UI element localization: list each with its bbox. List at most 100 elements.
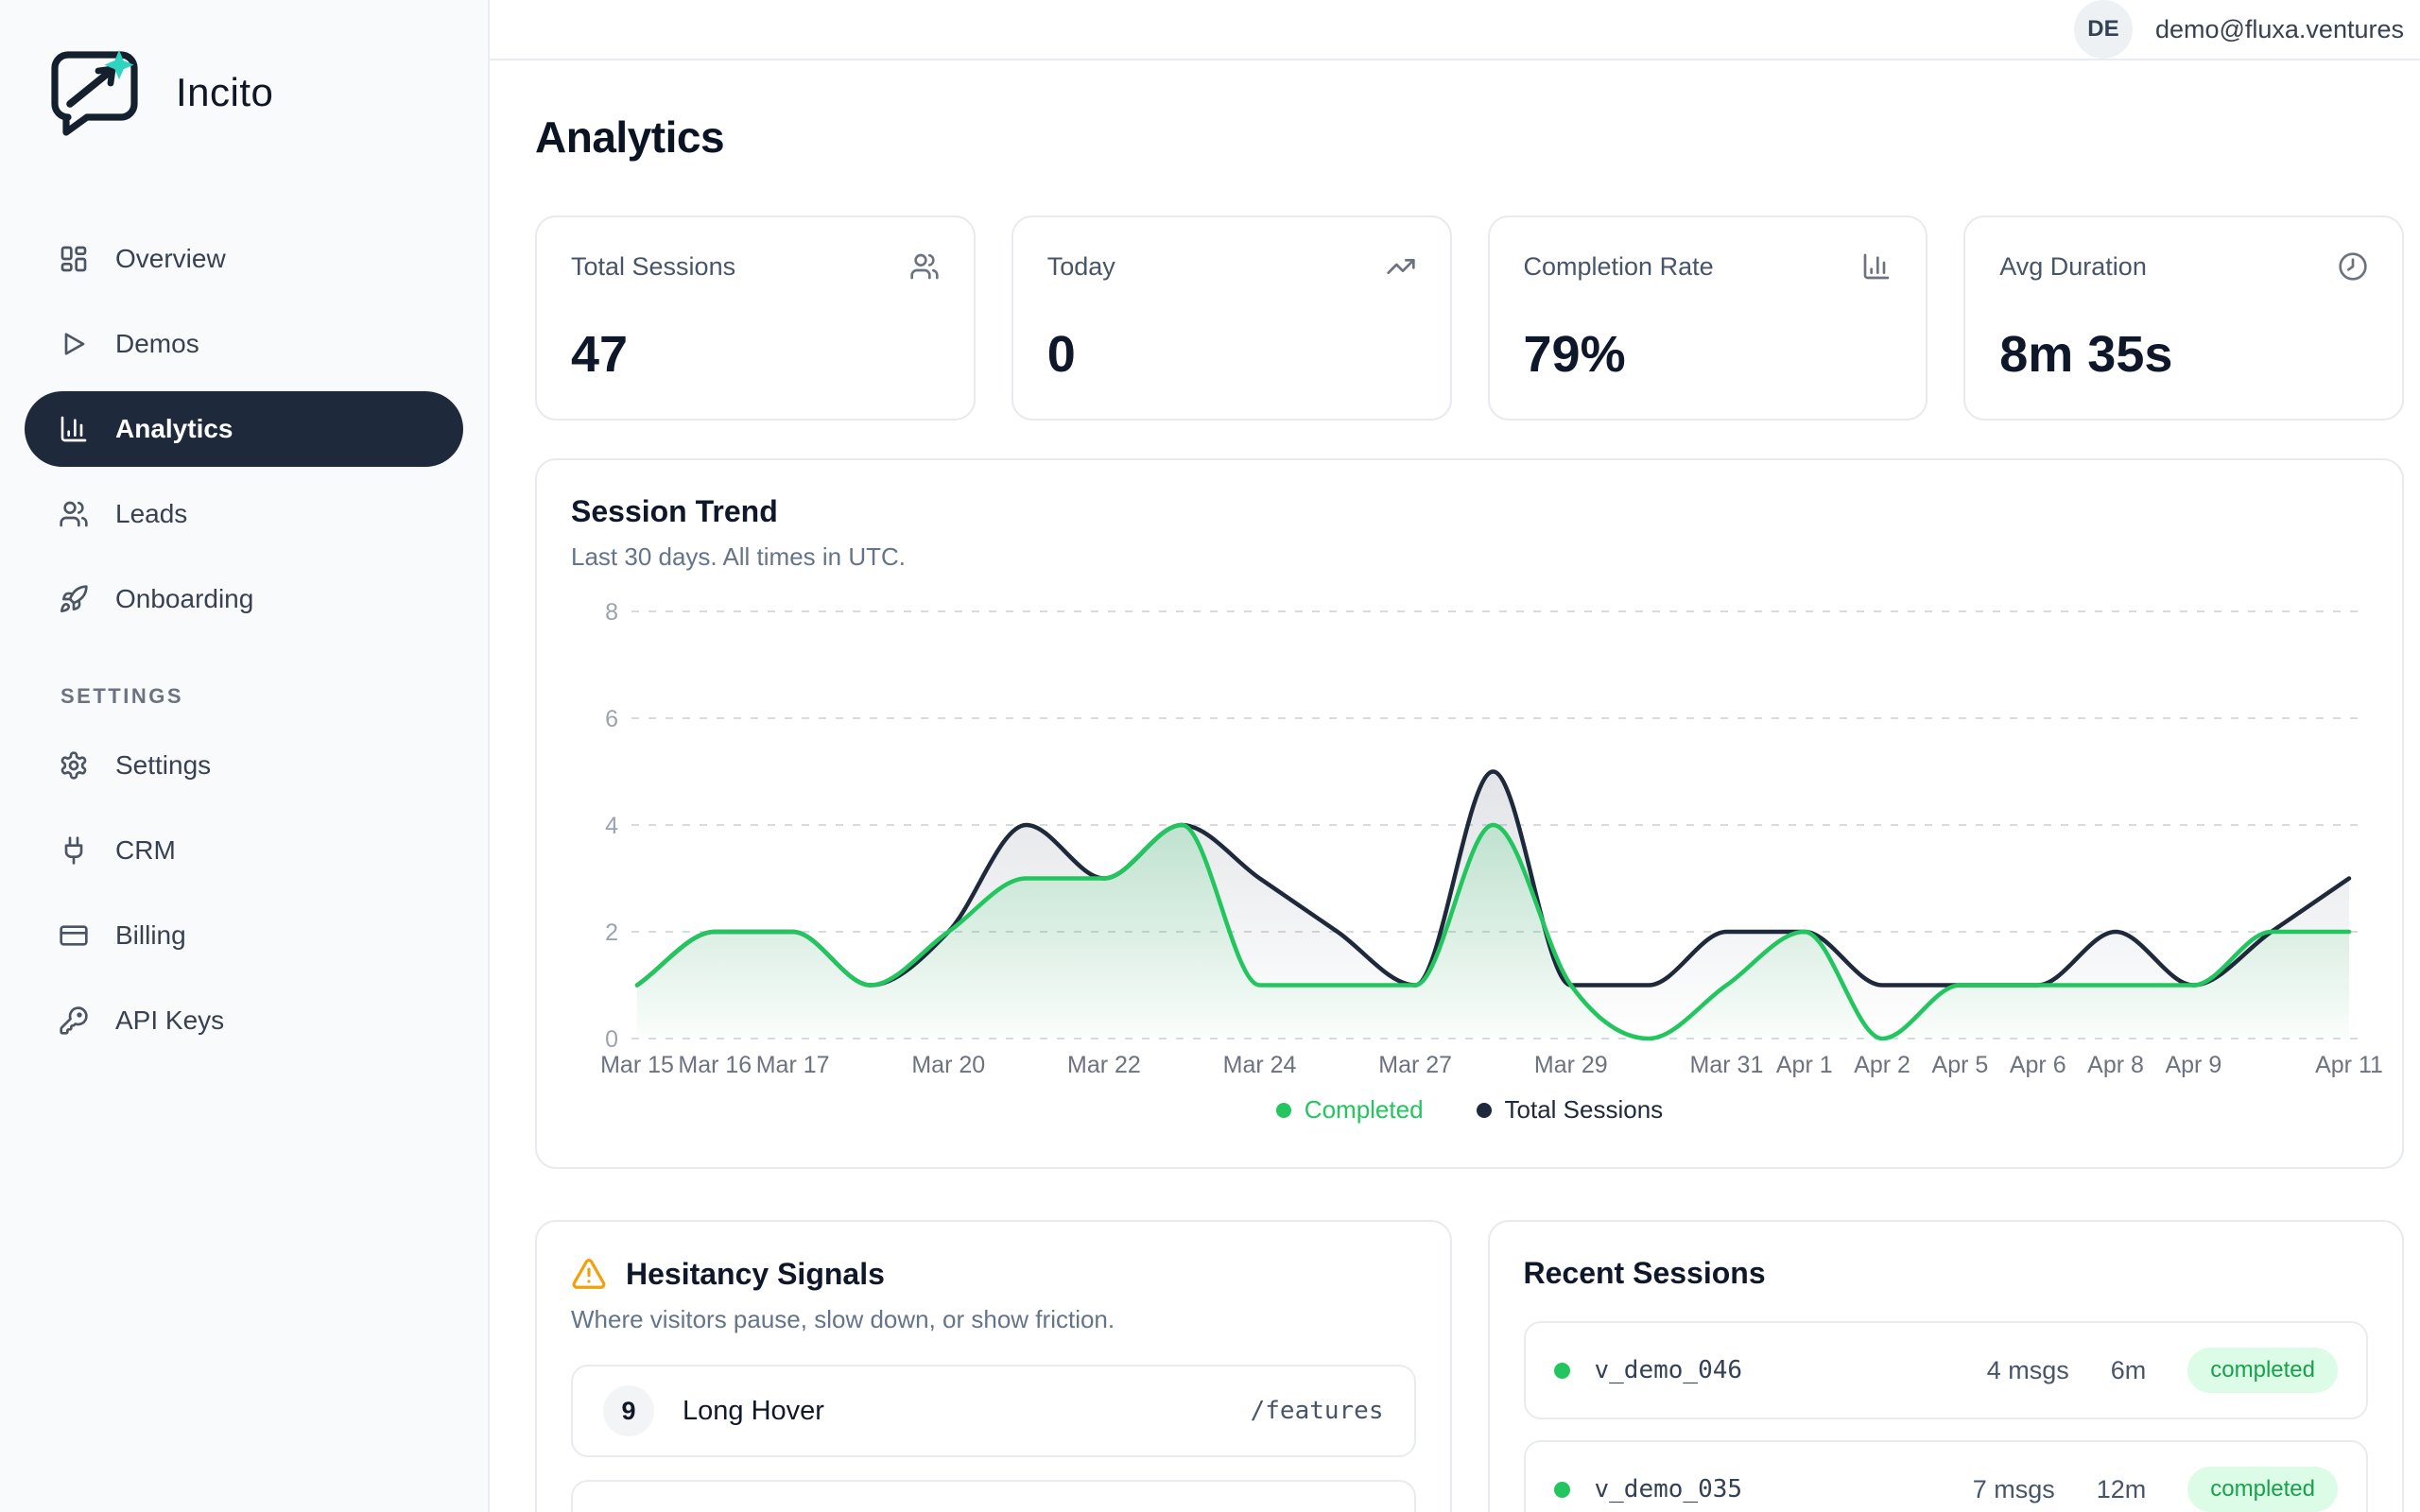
clock-icon <box>2339 252 2367 281</box>
svg-text:Mar 22: Mar 22 <box>1067 1052 1141 1078</box>
sidebar-item-billing[interactable]: Billing <box>25 898 463 973</box>
stat-card-total-sessions: Total Sessions 47 <box>535 215 976 421</box>
svg-text:Mar 29: Mar 29 <box>1534 1052 1608 1078</box>
sidebar-item-onboarding[interactable]: Onboarding <box>25 561 463 637</box>
session-trend-chart: 0 2 4 6 8 Mar 15 Mar 16 Mar 17 Mar 20 Mar 22 Mar 2… <box>600 599 2383 1078</box>
session-trend-card: Session Trend Last 30 days. All times in… <box>535 458 2404 1169</box>
svg-text:4: 4 <box>605 813 618 839</box>
sidebar-item-overview[interactable]: Overview <box>25 221 463 297</box>
sidebar-item-label: Settings <box>115 750 212 780</box>
sidebar: Incito Overview Demos Analytics Leads On… <box>0 0 490 1512</box>
key-icon <box>60 1006 88 1035</box>
hesitancy-title: Hesitancy Signals <box>626 1256 885 1291</box>
legend-label: Completed <box>1304 1095 1424 1124</box>
sidebar-item-label: Overview <box>115 244 226 273</box>
status-badge: completed <box>2187 1467 2338 1512</box>
chart-title: Session Trend <box>571 494 778 528</box>
sidebar-item-analytics[interactable]: Analytics <box>25 391 463 467</box>
session-duration: 12m <box>2096 1474 2147 1503</box>
hesitancy-signals-card: Hesitancy Signals Where visitors pause, … <box>535 1220 1452 1512</box>
svg-text:Mar 24: Mar 24 <box>1223 1052 1297 1078</box>
completed-dot-icon <box>1275 1102 1291 1118</box>
svg-text:Mar 15: Mar 15 <box>600 1052 674 1078</box>
svg-text:Apr 9: Apr 9 <box>2165 1052 2221 1078</box>
page-title: Analytics <box>535 112 725 162</box>
trending-up-icon <box>1386 259 1415 274</box>
sidebar-nav: Overview Demos Analytics Leads Onboardin… <box>25 221 463 637</box>
svg-text:0: 0 <box>605 1026 618 1053</box>
sidebar-item-demos[interactable]: Demos <box>25 306 463 382</box>
stat-card-completion-rate: Completion Rate 79% <box>1487 215 1928 421</box>
sidebar-item-leads[interactable]: Leads <box>25 476 463 552</box>
stats-row: Total Sessions 47 Today 0 Completion Rat… <box>535 215 2404 421</box>
session-row[interactable]: v_demo_046 4 msgs 6m completed <box>1523 1321 2368 1419</box>
session-id: v_demo_046 <box>1594 1356 1743 1384</box>
stat-value: 79% <box>1523 326 1626 383</box>
status-badge: completed <box>2187 1348 2338 1393</box>
legend-item-total-sessions: Total Sessions <box>1476 1095 1664 1125</box>
brand-logo[interactable]: Incito <box>43 47 463 138</box>
session-list: v_demo_046 4 msgs 6m completed v_demo_03… <box>1523 1321 2368 1512</box>
svg-text:Mar 17: Mar 17 <box>756 1052 830 1078</box>
svg-text:8: 8 <box>605 599 618 626</box>
svg-text:Mar 31: Mar 31 <box>1690 1052 1764 1078</box>
legend-item-completed: Completed <box>1275 1095 1424 1125</box>
session-messages: 7 msgs <box>1972 1474 2055 1503</box>
plug-icon <box>64 836 83 865</box>
sidebar-item-crm[interactable]: CRM <box>25 813 463 888</box>
stat-card-today: Today 0 <box>1011 215 1452 421</box>
svg-text:Apr 8: Apr 8 <box>2087 1052 2144 1078</box>
svg-text:2: 2 <box>605 919 618 946</box>
stat-card-avg-duration: Avg Duration 8m 35s <box>1963 215 2404 421</box>
users-icon <box>910 253 939 280</box>
sidebar-item-label: Demos <box>115 329 199 358</box>
content: Analytics Total Sessions 47 Today 0 <box>490 60 2420 1512</box>
svg-text:Apr 6: Apr 6 <box>2010 1052 2066 1078</box>
legend-label: Total Sessions <box>1504 1095 1664 1124</box>
signal-count-badge: 9 <box>603 1385 654 1436</box>
rocket-icon <box>60 585 88 612</box>
sidebar-item-label: Billing <box>115 920 186 950</box>
signal-row-long-hover[interactable]: 9 Long Hover /features <box>571 1365 1416 1457</box>
svg-text:Apr 5: Apr 5 <box>1932 1052 1989 1078</box>
sidebar-item-label: CRM <box>115 835 176 865</box>
sidebar-item-settings[interactable]: Settings <box>25 728 463 803</box>
user-menu[interactable]: DE demo@fluxa.ventures <box>2073 0 2404 59</box>
chart-subtitle: Last 30 days. All times in UTC. <box>571 542 907 571</box>
session-duration: 6m <box>2110 1355 2147 1384</box>
stat-label: Today <box>1046 251 1115 281</box>
svg-text:Apr 2: Apr 2 <box>1854 1052 1910 1078</box>
brand-name: Incito <box>176 70 274 114</box>
avatar[interactable]: DE <box>2073 0 2133 59</box>
signal-label: Long Hover <box>683 1395 824 1426</box>
signal-row-partial[interactable] <box>571 1480 1416 1512</box>
session-row[interactable]: v_demo_035 7 msgs 12m completed <box>1523 1440 2368 1512</box>
bottom-row: Hesitancy Signals Where visitors pause, … <box>535 1220 2404 1512</box>
sidebar-settings-nav: Settings CRM Billing API Keys <box>25 728 463 1058</box>
sidebar-item-label: Onboarding <box>115 584 254 613</box>
settings-section-label: SETTINGS <box>60 684 184 708</box>
sidebar-item-api-keys[interactable]: API Keys <box>25 983 463 1058</box>
stat-value: 0 <box>1046 326 1076 383</box>
status-dot-icon <box>1553 1481 1570 1498</box>
stat-label: Completion Rate <box>1523 251 1714 281</box>
gear-icon <box>60 751 87 780</box>
chart-legend: Completed Total Sessions <box>571 1095 2368 1125</box>
svg-text:Apr 11: Apr 11 <box>2315 1052 2383 1078</box>
sidebar-item-label: Analytics <box>115 414 233 443</box>
status-dot-icon <box>1553 1362 1570 1379</box>
hesitancy-subtitle: Where visitors pause, slow down, or show… <box>571 1305 1115 1333</box>
svg-text:Mar 20: Mar 20 <box>911 1052 985 1078</box>
bar-chart-icon <box>60 416 87 442</box>
brand-logo-icon <box>51 50 138 136</box>
stat-value: 8m 35s <box>1999 326 2173 383</box>
sparkle-icon <box>104 50 134 79</box>
signal-path: /features <box>1250 1397 1384 1425</box>
session-id: v_demo_035 <box>1594 1475 1743 1503</box>
total-sessions-dot-icon <box>1476 1102 1492 1118</box>
users-icon <box>60 501 88 527</box>
svg-text:Mar 27: Mar 27 <box>1378 1052 1452 1078</box>
sidebar-item-label: API Keys <box>115 1005 225 1035</box>
stat-label: Total Sessions <box>571 251 736 281</box>
svg-text:Apr 1: Apr 1 <box>1776 1052 1833 1078</box>
